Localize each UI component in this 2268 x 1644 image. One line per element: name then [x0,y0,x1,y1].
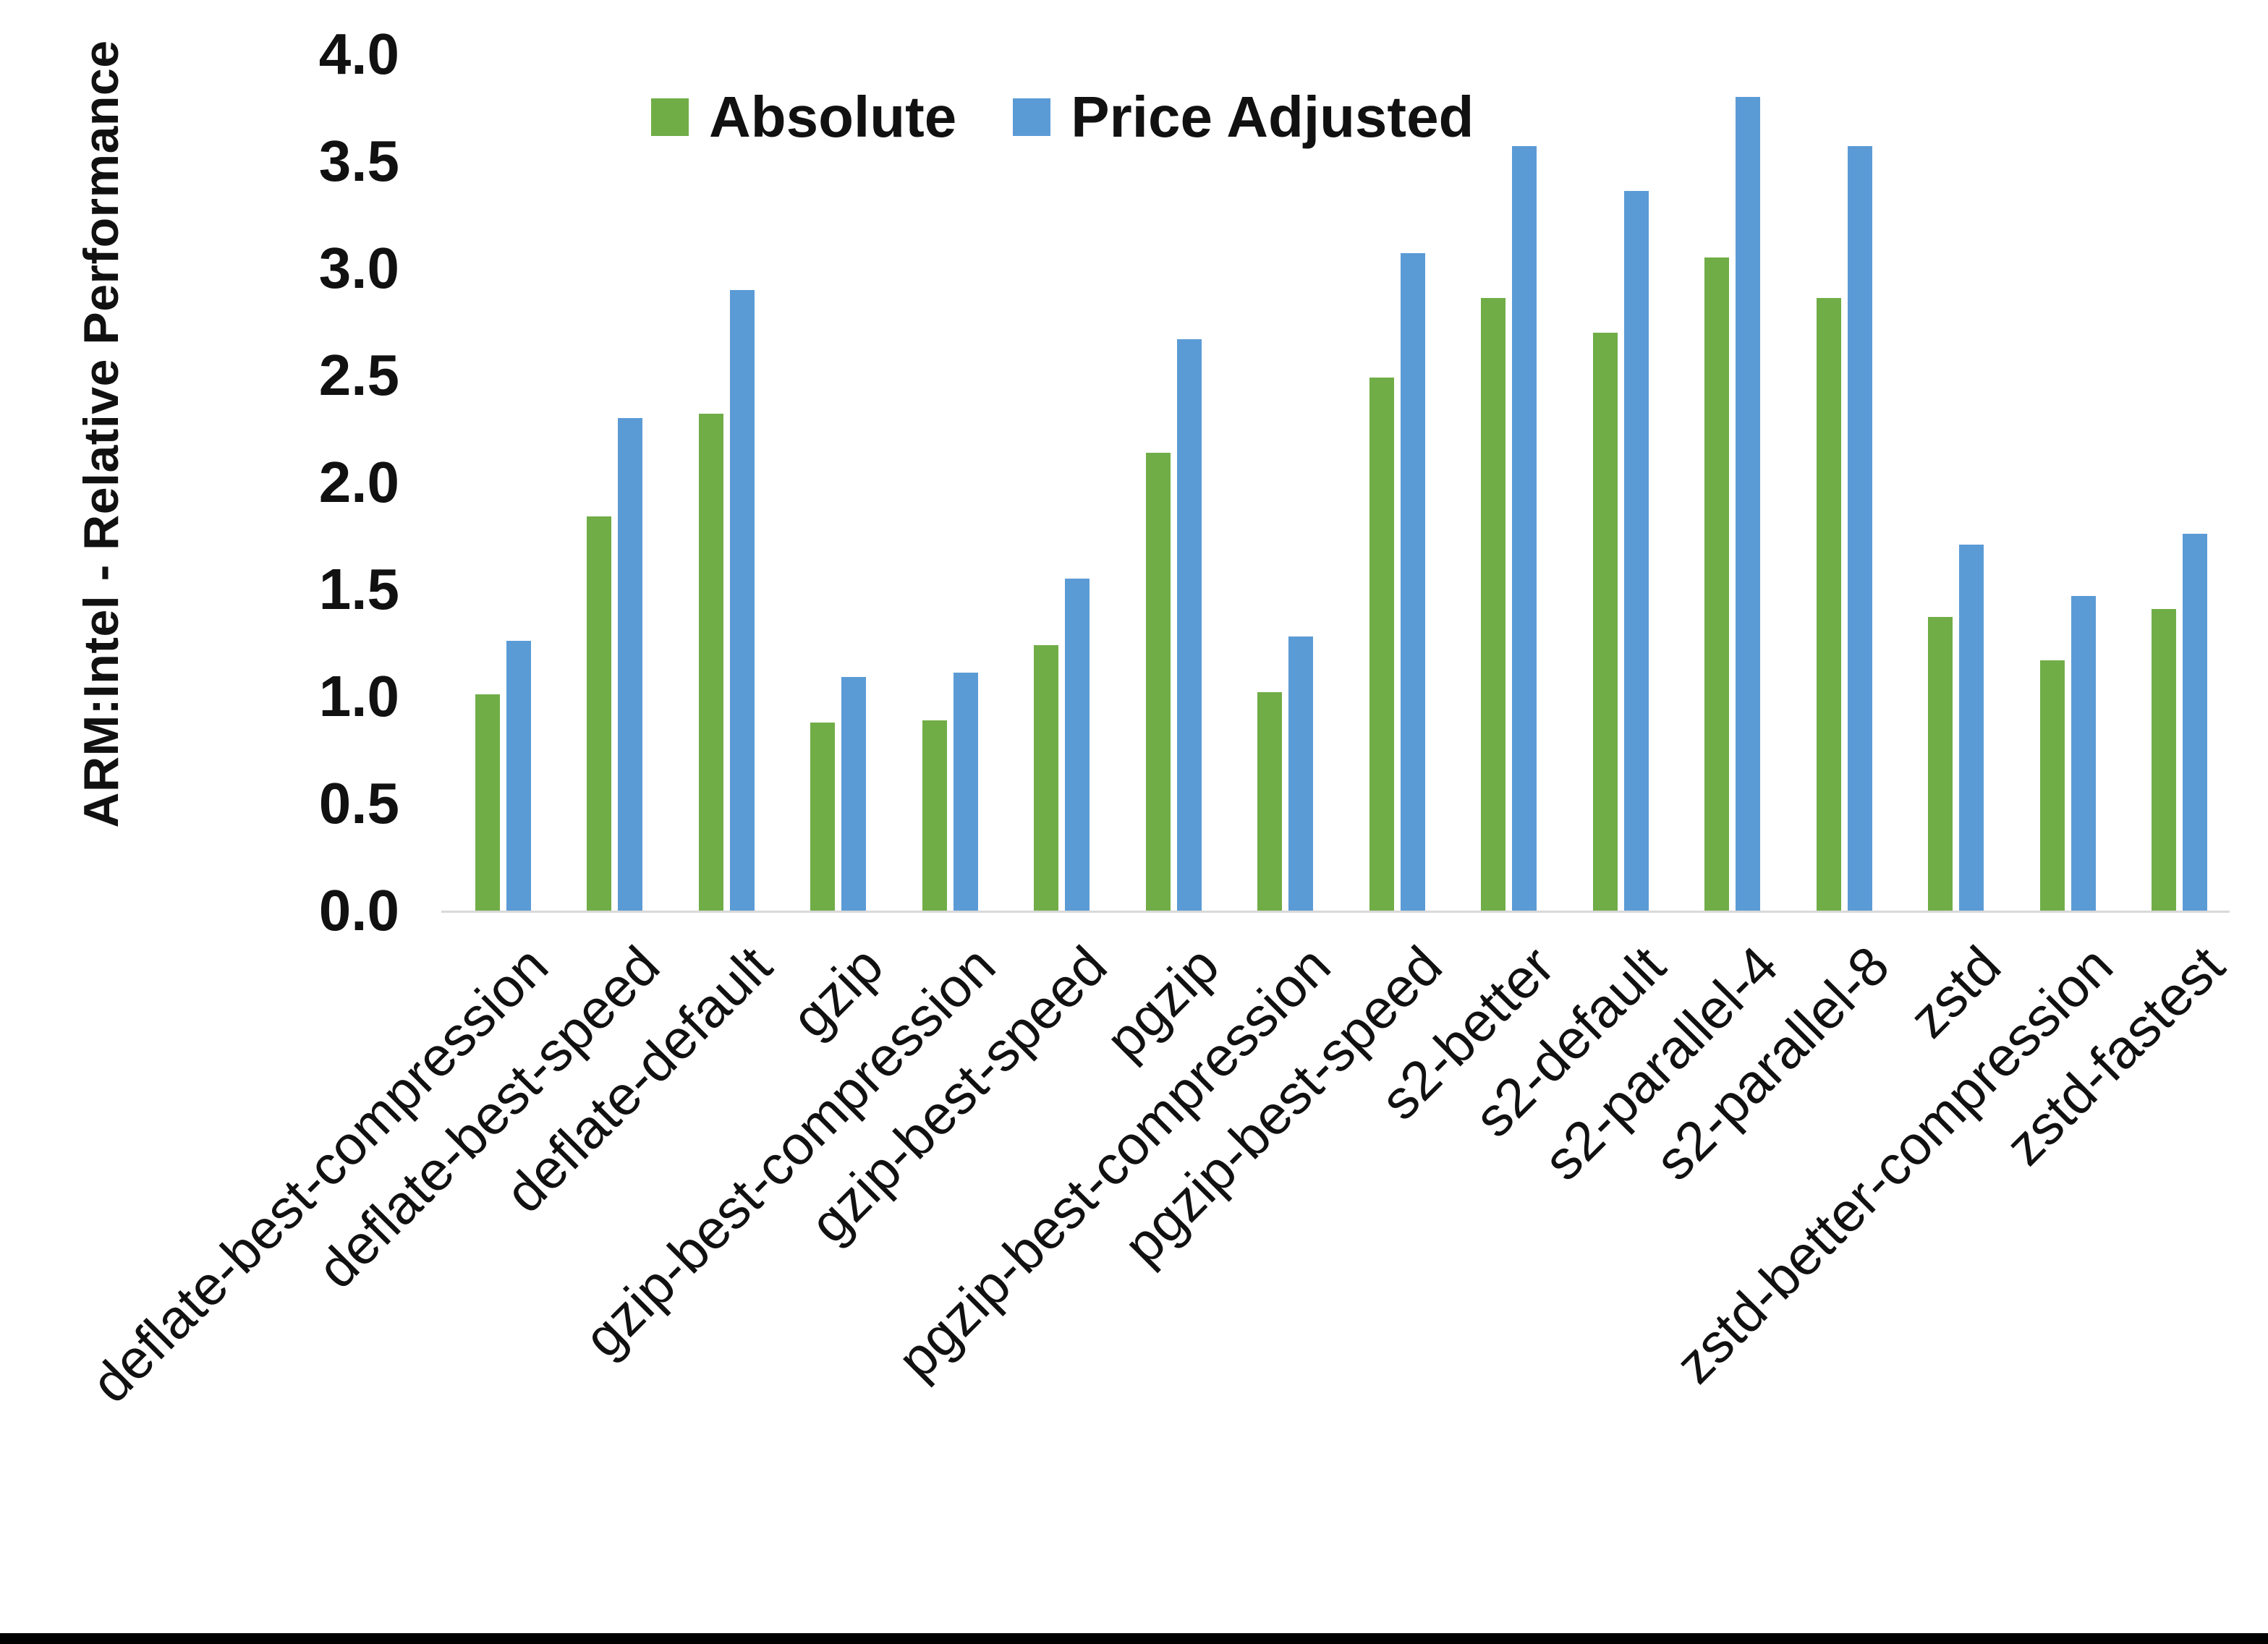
price-adjusted-series-swatch-icon [1013,98,1051,136]
y-tick-label: 1.0 [318,664,399,728]
bar-absolute-s2-default [1592,332,1618,911]
bar-absolute-pgzip-best-speed [1369,377,1394,911]
absolute-series-swatch-icon [651,98,689,136]
bar-price-adjusted-zstd [1959,544,1984,911]
legend-label-price-adjusted: Price Adjusted [1071,85,1474,149]
bar-absolute-deflate-best-compression [475,694,500,911]
x-axis-label: deflate-best-compression [80,934,560,1415]
bar-absolute-gzip-best-speed [1034,644,1059,911]
y-tick-label: 2.0 [318,450,399,514]
bar-absolute-zstd-fastest [2152,608,2177,911]
bar-price-adjusted-s2-better [1512,146,1537,911]
bar-price-adjusted-zstd-fastest [2183,534,2208,911]
bar-absolute-gzip-best-compression [922,720,947,911]
y-tick-label: 0.5 [318,771,399,835]
bar-absolute-gzip [810,722,836,911]
y-tick-label: 3.5 [318,129,399,193]
bar-price-adjusted-deflate-best-speed [618,418,643,911]
bottom-border-bar [0,1633,2268,1644]
bar-price-adjusted-pgzip [1176,338,1202,911]
bar-price-adjusted-gzip-best-speed [1065,579,1090,911]
legend-item-price-adjusted: Price Adjusted [1013,88,1474,146]
bar-price-adjusted-s2-default [1623,191,1649,911]
bar-price-adjusted-zstd-better-compression [2070,595,2096,911]
bar-price-adjusted-s2-parallel-8 [1847,146,1872,911]
bar-price-adjusted-gzip-best-compression [953,673,978,911]
plot-area [441,54,2230,913]
bar-absolute-s2-better [1481,298,1506,911]
y-tick-label: 0.0 [318,878,399,942]
legend-label-absolute: Absolute [709,85,957,149]
bar-price-adjusted-pgzip-best-speed [1400,253,1425,911]
bar-absolute-zstd [1928,617,1953,911]
legend: Absolute Price Adjusted [651,88,1474,146]
bar-price-adjusted-s2-parallel-4 [1736,97,1761,911]
bar-absolute-pgzip [1145,452,1171,911]
bar-price-adjusted-deflate-default [729,289,755,911]
bar-price-adjusted-gzip [841,677,867,911]
y-tick-label: 4.0 [318,22,399,86]
bar-price-adjusted-deflate-best-compression [506,641,531,911]
bar-absolute-s2-parallel-8 [1816,298,1841,911]
y-tick-label: 1.5 [318,557,399,621]
bar-absolute-deflate-best-speed [587,516,612,911]
bar-absolute-s2-parallel-4 [1704,257,1730,911]
bar-price-adjusted-pgzip-best-compression [1288,636,1314,911]
y-axis-title: ARM:Intel - Relative Performance [74,40,129,828]
y-tick-label: 2.5 [318,343,399,407]
y-tick-label: 3.0 [318,236,399,300]
bar-absolute-deflate-default [698,414,723,911]
bar-absolute-zstd-better-compression [2039,660,2065,911]
legend-item-absolute: Absolute [651,88,956,146]
bar-absolute-pgzip-best-compression [1257,692,1283,911]
